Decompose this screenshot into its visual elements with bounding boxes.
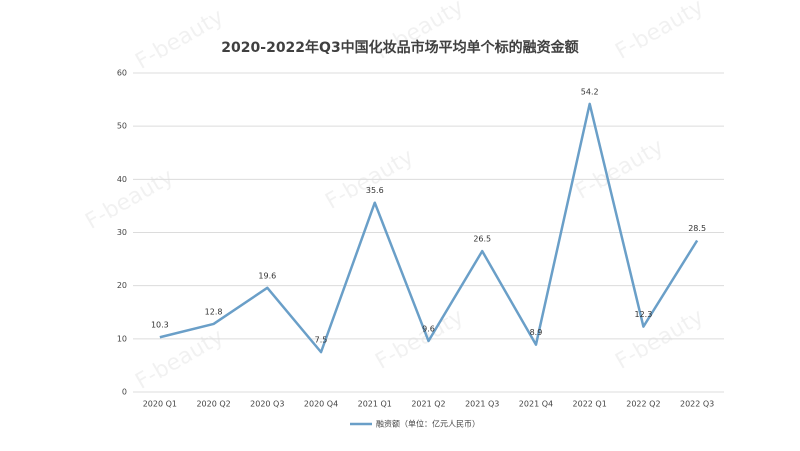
watermark: F-beauty xyxy=(611,304,708,374)
data-label: 7.5 xyxy=(315,336,328,345)
x-tick-label: 2022 Q1 xyxy=(573,400,607,409)
data-label: 12.8 xyxy=(205,307,223,316)
data-label: 19.6 xyxy=(258,271,276,280)
data-label: 10.3 xyxy=(151,321,169,330)
line xyxy=(159,102,699,354)
x-tick-label: 2021 Q3 xyxy=(465,400,499,409)
x-tick-label: 2021 Q1 xyxy=(358,400,392,409)
y-tick-label: 30 xyxy=(117,228,127,237)
watermark: F-beauty xyxy=(131,4,228,74)
watermark: F-beauty xyxy=(571,134,668,204)
y-tick-label: 10 xyxy=(117,334,127,343)
x-tick-label: 2020 Q2 xyxy=(196,400,230,409)
x-tick-label: 2020 Q3 xyxy=(250,400,284,409)
legend-label: 融资额（单位：亿元人民币） xyxy=(376,419,480,429)
x-tick-label: 2021 Q2 xyxy=(411,400,445,409)
data-label: 9.6 xyxy=(422,324,435,333)
x-tick-label: 2021 Q4 xyxy=(519,400,553,409)
watermark: F-beauty xyxy=(371,304,468,374)
x-tick-label: 2022 Q2 xyxy=(626,400,660,409)
x-tick-label: 2020 Q4 xyxy=(304,400,338,409)
y-tick-label: 50 xyxy=(117,122,127,131)
data-label: 26.5 xyxy=(473,235,491,244)
y-tick-label: 20 xyxy=(117,281,127,290)
data-label: 35.6 xyxy=(366,186,384,195)
watermark: F-beauty xyxy=(611,0,708,65)
watermark: F-beauty xyxy=(81,164,178,234)
data-label: 28.5 xyxy=(688,224,706,233)
data-label: 8.9 xyxy=(530,328,543,337)
y-tick-label: 60 xyxy=(117,69,127,78)
chart-title: 2020-2022年Q3中国化妆品市场平均单个标的融资金额 xyxy=(221,39,578,56)
watermark: F-beauty xyxy=(131,324,228,394)
data-label: 12.3 xyxy=(635,310,653,319)
x-tick-label: 2020 Q1 xyxy=(143,400,177,409)
x-tick-label: 2022 Q3 xyxy=(680,400,714,409)
y-tick-label: 0 xyxy=(122,388,127,397)
data-label: 54.2 xyxy=(581,87,599,96)
y-tick-label: 40 xyxy=(117,175,127,184)
